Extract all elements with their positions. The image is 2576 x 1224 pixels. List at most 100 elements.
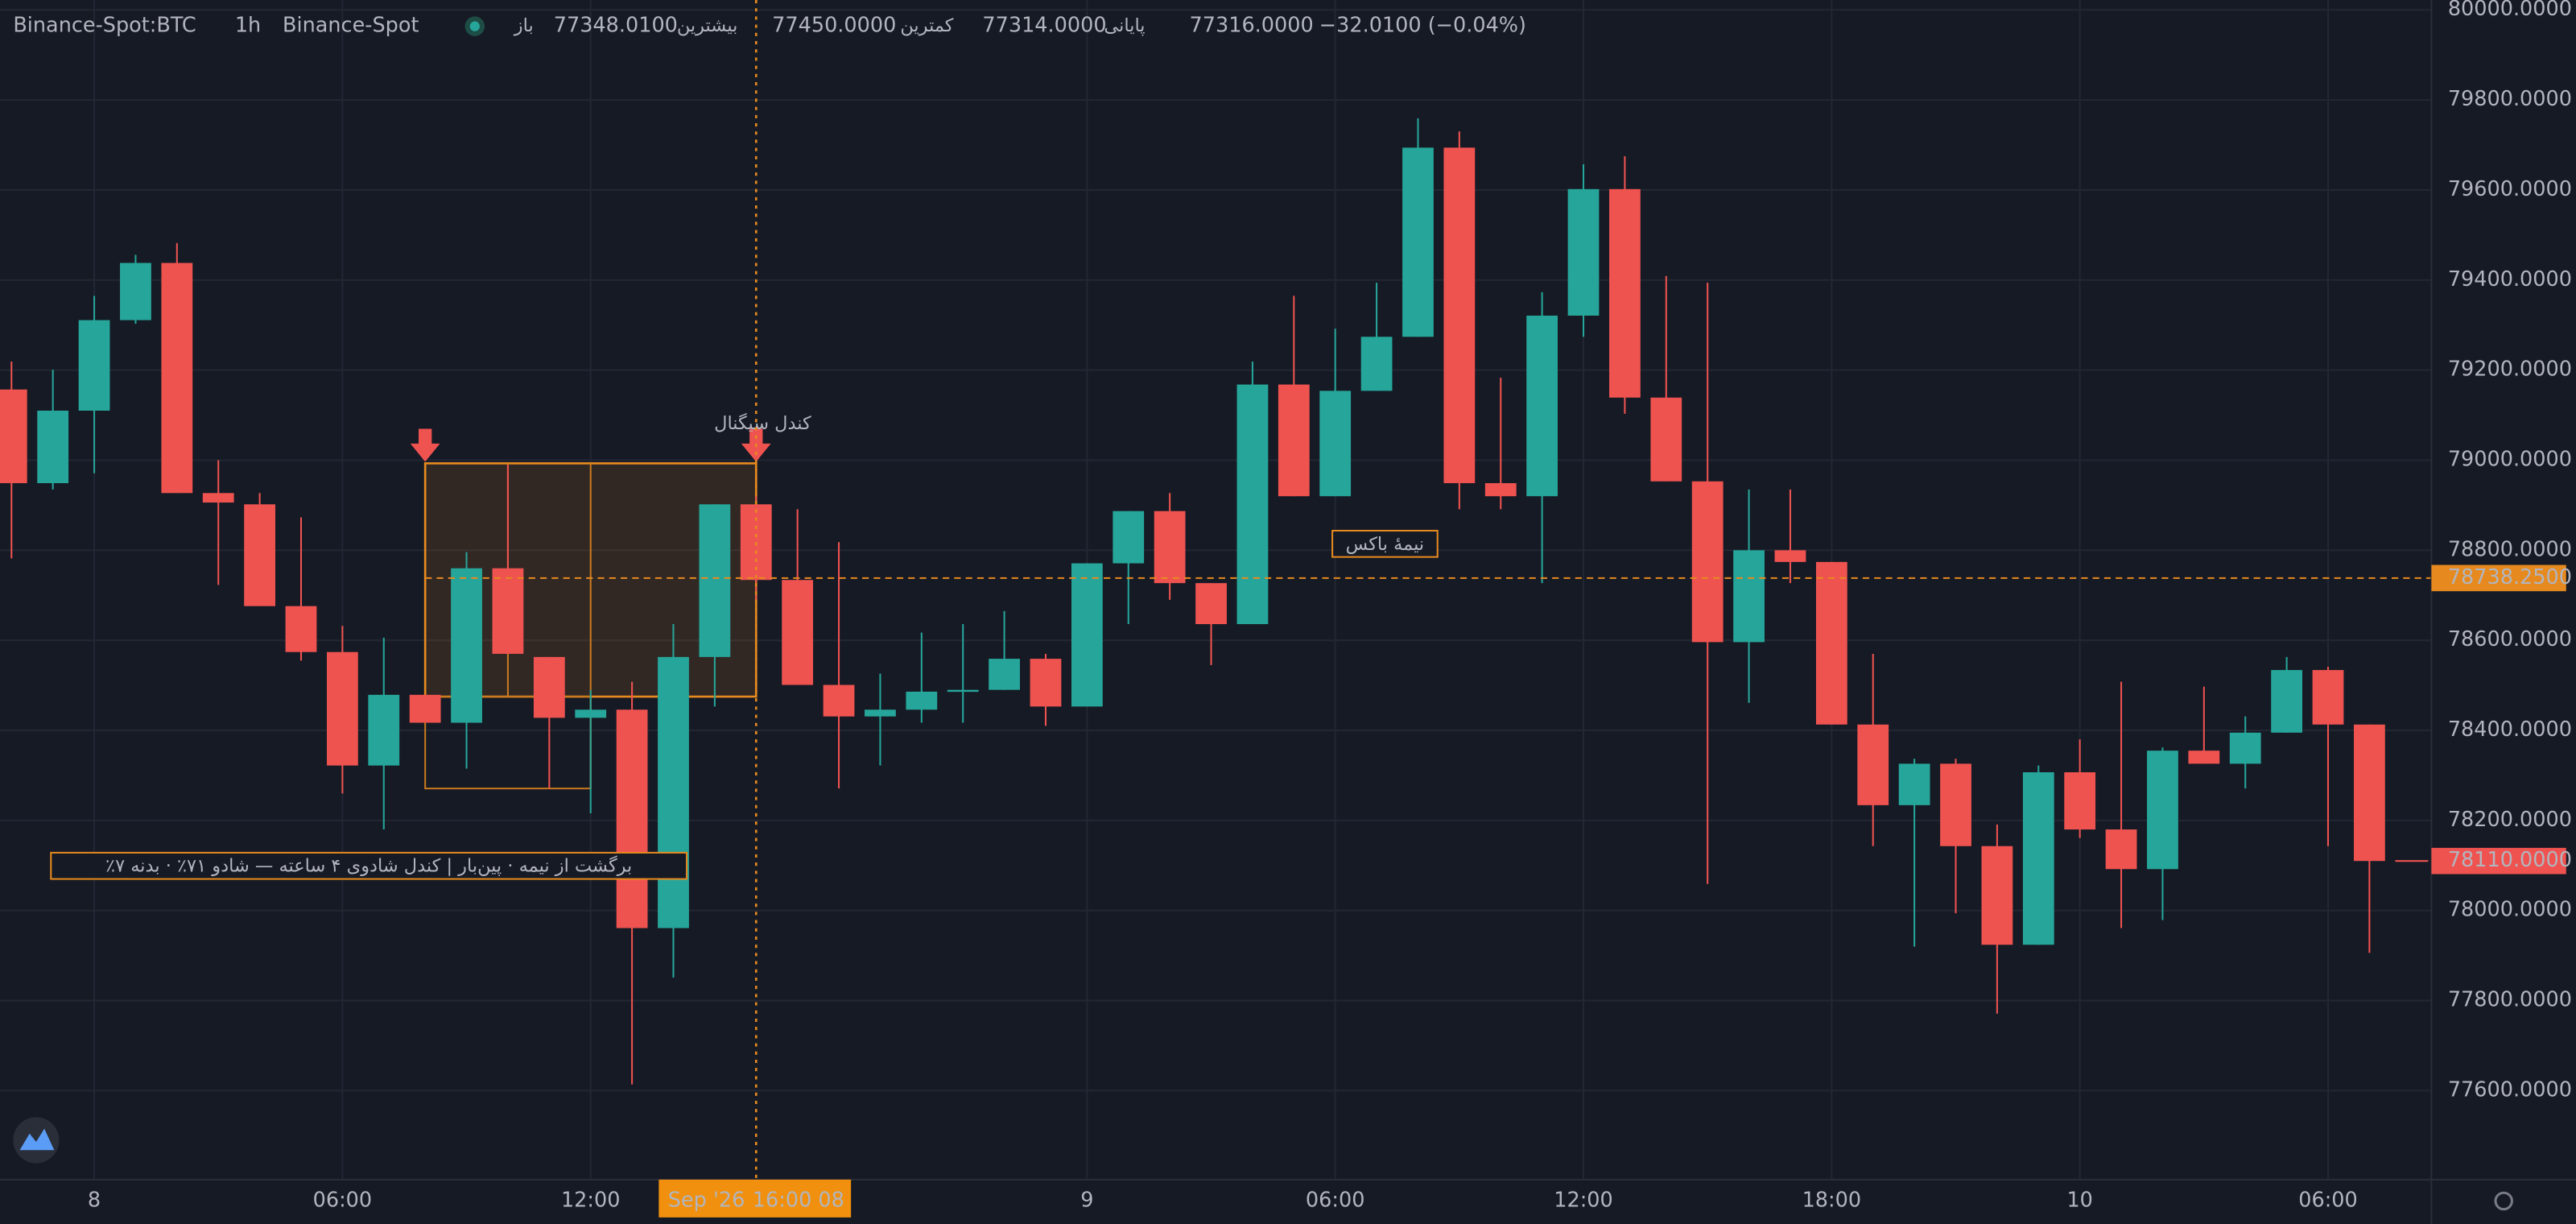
ohlc-value: 77348.0100 xyxy=(554,14,678,38)
ohlc-label: باز xyxy=(514,15,534,36)
candle-body xyxy=(2312,670,2344,725)
y-tick-label: 80000.0000 xyxy=(2448,0,2572,21)
candle-body xyxy=(2147,751,2178,870)
candle-body xyxy=(616,709,648,928)
ohlc-value: 77316.0000 xyxy=(1190,14,1314,38)
interval: 1h xyxy=(235,14,261,38)
candle-body xyxy=(161,263,193,494)
candle-body xyxy=(120,263,151,320)
x-tick-label: 8 xyxy=(88,1188,101,1212)
candle-body xyxy=(1981,846,2013,945)
candle-body xyxy=(78,320,110,411)
y-tick-label: 79600.0000 xyxy=(2448,177,2572,201)
candle-body xyxy=(451,568,482,723)
candle-body xyxy=(202,493,234,503)
y-tick-label: 78800.0000 xyxy=(2448,537,2572,561)
candles xyxy=(0,118,2385,1085)
candle-body xyxy=(2271,670,2302,733)
candle-body xyxy=(2022,772,2054,945)
y-tick-label: 78600.0000 xyxy=(2448,627,2572,651)
axes: 77600.0000 77800.0000 78000.0000 78200.0000… xyxy=(88,0,2572,1218)
candle-body xyxy=(533,656,565,718)
candle-body xyxy=(1898,763,1930,805)
candle-body xyxy=(1650,397,1682,482)
candle-body xyxy=(1319,391,1352,497)
candle-body xyxy=(1071,563,1103,707)
candle-body xyxy=(906,691,938,710)
ohlc-value: 77450.0000 xyxy=(772,14,896,38)
candle-body xyxy=(823,684,855,717)
candle-body xyxy=(409,694,441,723)
candle-body xyxy=(1857,724,1889,805)
legend-bar: Binance-Spot:BTC 1h Binance-Spot باز 77348.0… xyxy=(13,14,1526,38)
y-tick-label: 77600.0000 xyxy=(2448,1077,2572,1102)
y-tick-label: 78200.0000 xyxy=(2448,808,2572,832)
x-tick-label: 9 xyxy=(1080,1188,1093,1212)
candle-body xyxy=(1195,583,1227,625)
candle-body xyxy=(699,504,731,657)
candle-body xyxy=(1940,763,1971,846)
grid xyxy=(0,0,2432,1180)
ohlc-value: 77314.0000 xyxy=(982,14,1106,38)
y-tick-label: 79400.0000 xyxy=(2448,267,2572,292)
last-price-tag xyxy=(2431,847,2566,875)
candle-body xyxy=(1691,481,1724,643)
candle-body xyxy=(989,659,1020,690)
candle-body xyxy=(947,689,979,693)
y-tick-label: 78400.0000 xyxy=(2448,717,2572,742)
ohlc-label: کمترین xyxy=(900,15,953,36)
candle-body xyxy=(1113,511,1145,564)
note-label: ٪برگشت از نیمه · پین‌بار | کندل شادوی ۴ … xyxy=(105,855,632,877)
candle-body xyxy=(1154,511,1186,584)
settings-icon[interactable] xyxy=(2494,1191,2513,1211)
candle-body xyxy=(1360,337,1393,391)
candle-body xyxy=(1484,483,1517,497)
symbol: Binance-Spot:BTC xyxy=(13,14,196,38)
half-box-frame xyxy=(1331,529,1439,558)
y-tick-label: 77800.0000 xyxy=(2448,988,2572,1012)
half-box-label: نیمهٔ باکس xyxy=(1346,534,1425,555)
candle-body xyxy=(865,709,896,717)
annotations-front: کندل سیگنال نیمهٔ باکس ٪برگشت از نیمه · پی… xyxy=(50,0,2432,1180)
candle-body xyxy=(2188,751,2220,764)
candle-body xyxy=(1278,384,1310,497)
candle-body xyxy=(2105,829,2137,870)
ohlc-label: پایانی xyxy=(1104,15,1145,36)
logo[interactable] xyxy=(13,1117,60,1164)
candle-body xyxy=(658,656,689,928)
exchange: Binance-Spot xyxy=(283,14,419,38)
candle-body xyxy=(1733,550,1765,643)
candle-body xyxy=(244,504,275,606)
crosshair-label-bg xyxy=(658,1179,852,1218)
candle-body xyxy=(37,410,69,484)
candle-body xyxy=(1567,188,1600,316)
half-line-tag xyxy=(2431,564,2566,592)
candle-body xyxy=(782,580,814,685)
candle-body xyxy=(575,709,607,718)
logo-mark xyxy=(19,1128,55,1151)
change: −32.0100 (−0.04%) xyxy=(1319,14,1526,38)
note-frame xyxy=(50,851,688,880)
last-price-value: 78110.0000 xyxy=(2448,848,2572,872)
status-dot xyxy=(469,21,480,31)
candle-body xyxy=(2229,732,2261,764)
candle-body xyxy=(1236,384,1269,625)
ohlc-label: بیشترین xyxy=(677,15,738,36)
y-tick-label: 79000.0000 xyxy=(2448,447,2572,471)
y-tick-label: 79800.0000 xyxy=(2448,87,2572,111)
candle-body xyxy=(1443,147,1476,484)
x-tick-label: 18:00 xyxy=(1802,1188,1862,1212)
candle-body xyxy=(2354,724,2385,862)
x-tick-label: 06:00 xyxy=(313,1188,373,1212)
candle-body xyxy=(492,568,524,654)
x-tick-label: 06:00 xyxy=(2298,1188,2358,1212)
x-tick-label: 12:00 xyxy=(1554,1188,1613,1212)
signal-arrow xyxy=(410,428,440,462)
candle-body xyxy=(327,651,358,766)
candle-body xyxy=(285,606,317,652)
candle-body xyxy=(1030,659,1062,707)
y-tick-label: 78000.0000 xyxy=(2448,898,2572,922)
